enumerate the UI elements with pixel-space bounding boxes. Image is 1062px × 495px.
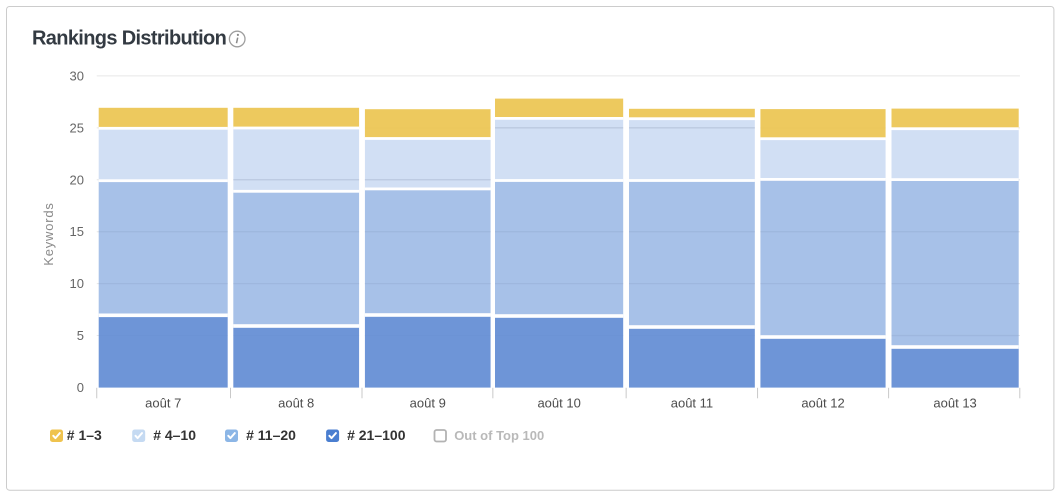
svg-text:20: 20 bbox=[70, 172, 84, 187]
svg-text:août 12: août 12 bbox=[801, 396, 844, 411]
svg-text:Rankings Distribution: Rankings Distribution bbox=[32, 27, 226, 49]
svg-text:août 7: août 7 bbox=[145, 396, 181, 411]
svg-text:# 4–10: # 4–10 bbox=[153, 427, 196, 443]
svg-text:août 9: août 9 bbox=[410, 396, 446, 411]
svg-text:# 21–100: # 21–100 bbox=[347, 427, 406, 443]
svg-text:Out of Top 100: Out of Top 100 bbox=[454, 428, 544, 443]
svg-text:15: 15 bbox=[70, 224, 84, 239]
svg-text:# 1–3: # 1–3 bbox=[67, 427, 102, 443]
svg-text:25: 25 bbox=[70, 120, 84, 135]
svg-text:août 11: août 11 bbox=[671, 396, 713, 411]
svg-text:août 8: août 8 bbox=[278, 396, 314, 411]
svg-text:0: 0 bbox=[77, 380, 84, 395]
svg-text:5: 5 bbox=[77, 328, 84, 343]
svg-text:# 11–20: # 11–20 bbox=[246, 427, 296, 443]
svg-text:août 13: août 13 bbox=[933, 396, 976, 411]
svg-text:Keywords: Keywords bbox=[41, 202, 56, 265]
svg-text:30: 30 bbox=[70, 68, 84, 83]
svg-text:10: 10 bbox=[70, 276, 84, 291]
svg-text:août 10: août 10 bbox=[537, 396, 580, 411]
